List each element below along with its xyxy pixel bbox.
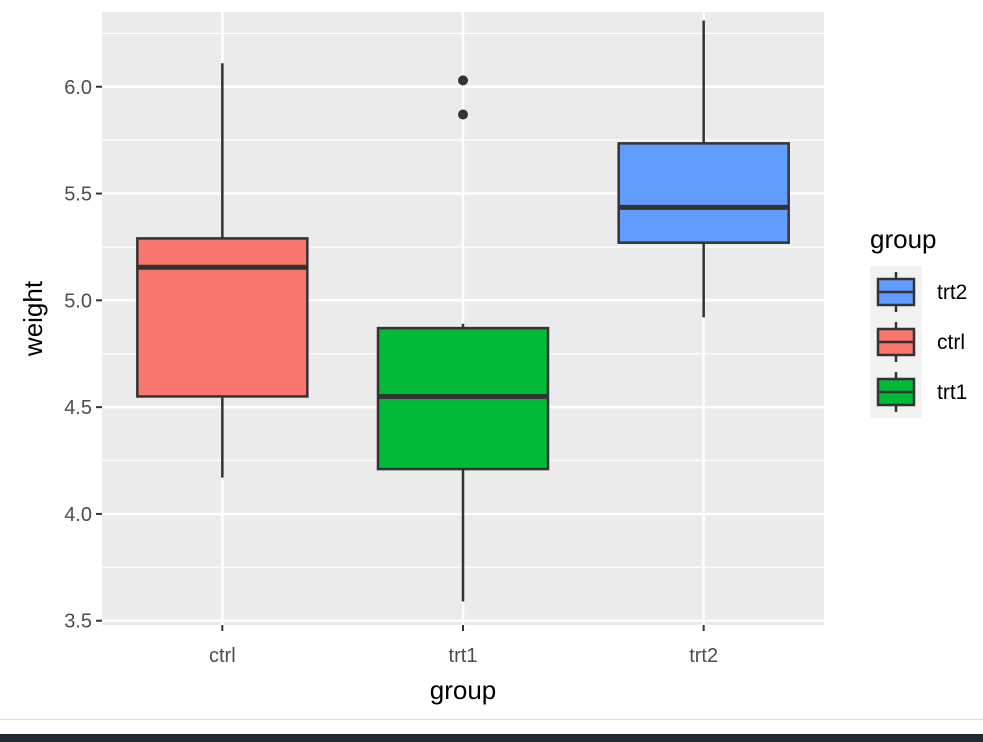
box-iqr: [617, 142, 790, 244]
y-tick-label: 4.0: [64, 504, 92, 526]
x-axis: ctrl trt1 trt2: [209, 625, 718, 667]
legend-title: group: [870, 224, 937, 254]
taskbar-edge: [0, 734, 983, 742]
x-tick-label: trt2: [689, 645, 718, 667]
box-ctrl: [136, 63, 309, 478]
window-divider: [0, 719, 983, 720]
legend-label: trt1: [937, 381, 967, 404]
legend-item-trt2: trt2: [876, 272, 967, 312]
y-tick-label: 5.5: [64, 184, 92, 206]
y-axis-title: weight: [18, 280, 48, 357]
x-tick-label: trt1: [449, 645, 478, 667]
outlier-point: [458, 75, 468, 86]
y-axis: 3.5 4.0 4.5 5.0 5.5 6.0: [64, 77, 102, 633]
x-tick-label: ctrl: [209, 645, 236, 667]
legend: group trt2 ctrl trt1: [870, 224, 967, 418]
box-trt2: [617, 20, 790, 318]
legend-item-trt1: trt1: [876, 372, 967, 412]
y-tick-label: 6.0: [64, 77, 92, 99]
outlier-point: [458, 109, 468, 120]
box-iqr: [136, 237, 309, 398]
y-tick-label: 5.0: [64, 290, 92, 312]
boxes-layer: [136, 20, 790, 602]
legend-label: ctrl: [937, 331, 965, 354]
y-tick-label: 3.5: [64, 611, 92, 633]
legend-label: trt2: [937, 281, 967, 304]
box-trt1: [376, 75, 550, 602]
y-tick-label: 4.5: [64, 397, 92, 419]
x-axis-title: group: [430, 675, 497, 705]
legend-item-ctrl: ctrl: [876, 322, 965, 362]
